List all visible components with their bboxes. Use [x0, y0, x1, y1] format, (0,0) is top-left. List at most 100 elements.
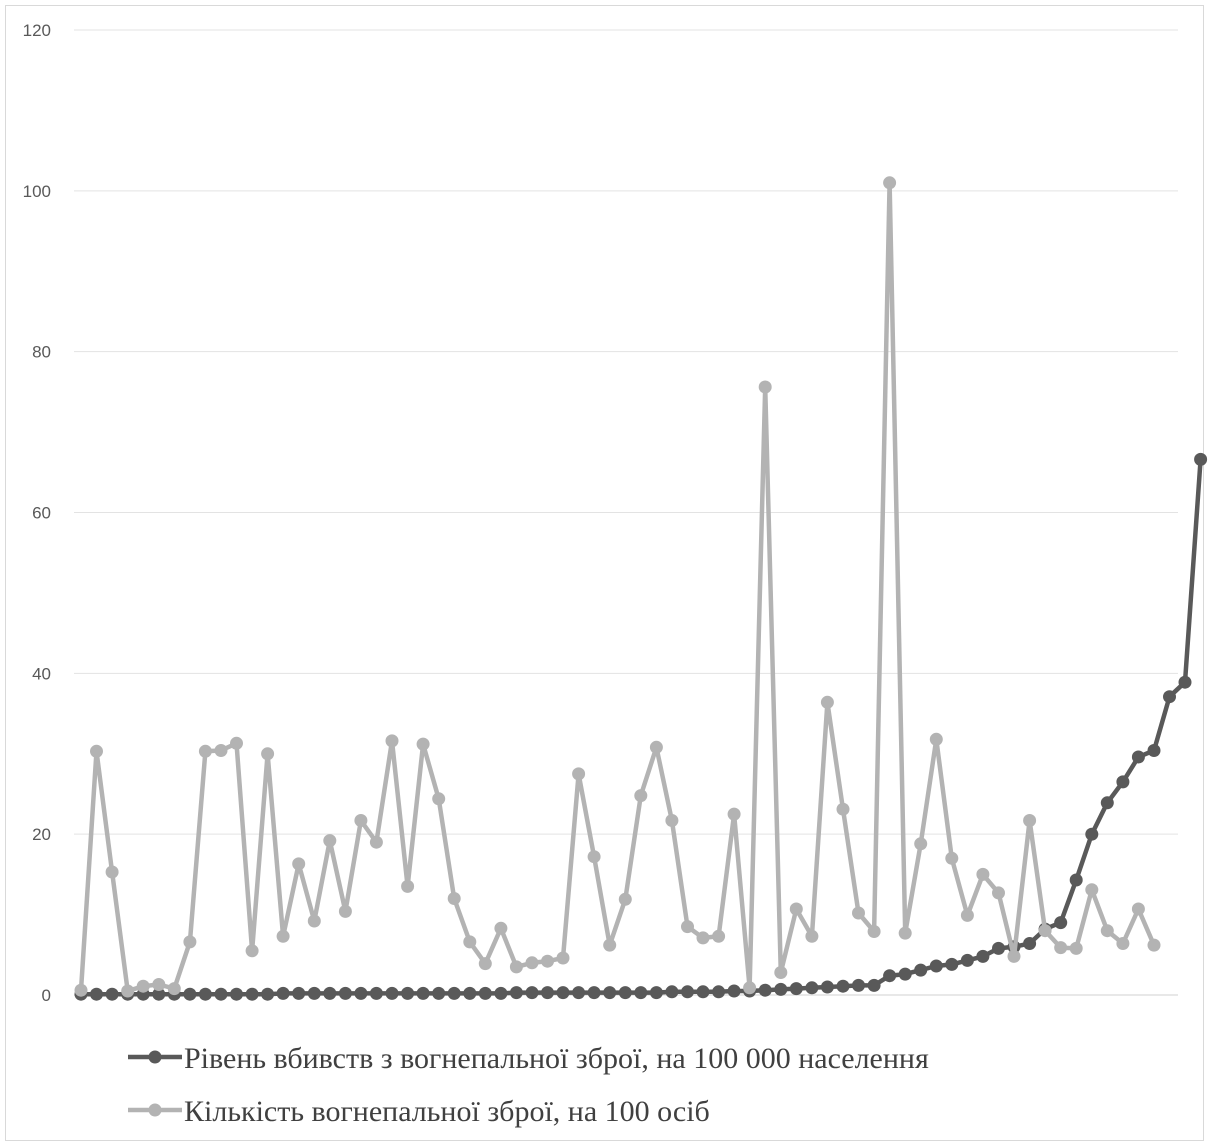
- data-point: [836, 979, 850, 993]
- data-point: [789, 982, 803, 996]
- data-point: [1085, 827, 1099, 841]
- data-point: [820, 695, 834, 709]
- data-point: [976, 867, 990, 881]
- data-point: [541, 954, 554, 968]
- data-point: [1116, 937, 1130, 950]
- data-point: [105, 987, 119, 1001]
- data-point: [805, 981, 819, 995]
- data-point: [1069, 873, 1083, 887]
- data-point: [727, 807, 741, 821]
- data-point: [338, 986, 352, 1000]
- data-point: [618, 892, 632, 906]
- data-point: [183, 987, 197, 1001]
- data-point: [587, 850, 601, 864]
- data-point: [1147, 938, 1161, 952]
- data-point: [960, 908, 974, 922]
- data-point: [214, 744, 228, 757]
- data-point: [789, 902, 803, 916]
- data-point: [432, 792, 446, 806]
- data-point: [805, 929, 819, 943]
- data-point: [883, 969, 897, 983]
- data-point: [743, 981, 757, 995]
- data-point: [230, 736, 243, 750]
- chart-frame: [5, 5, 1204, 1141]
- data-point: [369, 835, 383, 849]
- series-1: [74, 452, 1208, 1001]
- data-point: [1085, 883, 1099, 897]
- data-point: [1163, 690, 1176, 704]
- data-point: [572, 986, 586, 1000]
- series-line: [78, 180, 1157, 994]
- data-point: [307, 914, 321, 928]
- data-point: [525, 986, 539, 1000]
- data-point: [556, 986, 570, 1000]
- data-point: [121, 984, 135, 998]
- series-2: [74, 176, 1161, 998]
- data-point: [572, 767, 586, 781]
- data-point: [401, 879, 415, 893]
- data-point: [696, 985, 710, 999]
- data-point: [1131, 902, 1145, 916]
- data-point: [276, 986, 290, 1000]
- data-point: [649, 986, 663, 1000]
- data-point: [167, 982, 181, 996]
- data-point: [992, 941, 1005, 955]
- data-point: [354, 986, 368, 1000]
- data-point: [976, 949, 990, 963]
- data-point: [712, 985, 726, 999]
- data-point: [509, 960, 523, 974]
- data-point: [774, 982, 788, 996]
- data-point: [1023, 937, 1037, 950]
- data-point: [914, 963, 928, 977]
- data-point: [929, 959, 943, 973]
- data-point: [323, 834, 337, 848]
- data-point: [494, 986, 508, 1000]
- data-point: [665, 814, 679, 827]
- data-point: [230, 987, 243, 1001]
- data-point: [90, 744, 103, 758]
- data-point: [852, 978, 865, 992]
- data-point: [198, 987, 212, 1001]
- data-point: [1100, 924, 1114, 938]
- data-point: [463, 986, 477, 1000]
- data-point: [323, 986, 337, 1000]
- data-point: [261, 747, 275, 761]
- data-point: [292, 857, 306, 871]
- legend-label: Кількість вогнепальної зброї, на 100 осі…: [184, 1095, 710, 1128]
- data-point: [152, 978, 166, 991]
- data-point: [261, 987, 275, 1001]
- data-point: [90, 987, 103, 1001]
- legend-label: Рівень вбивств з вогнепальної зброї, на …: [184, 1042, 929, 1075]
- data-point: [649, 740, 663, 754]
- data-point: [509, 986, 523, 1000]
- data-point: [681, 985, 694, 999]
- data-point: [276, 929, 290, 943]
- data-point: [836, 802, 850, 816]
- data-point: [354, 814, 368, 827]
- y-tick-label: 60: [32, 504, 51, 523]
- data-point: [525, 956, 539, 970]
- data-point: [992, 886, 1005, 900]
- gridlines: [74, 29, 1178, 996]
- data-point: [1069, 941, 1083, 955]
- data-point: [1131, 750, 1145, 764]
- data-point: [1038, 924, 1052, 938]
- data-point: [634, 986, 648, 1000]
- data-point: [447, 986, 461, 1000]
- data-point: [385, 734, 399, 748]
- legend-marker: [148, 1050, 162, 1064]
- legend: Рівень вбивств з вогнепальної зброї, на …: [128, 1042, 929, 1128]
- data-point: [960, 953, 974, 967]
- data-point: [1178, 675, 1192, 689]
- data-point: [369, 986, 383, 1000]
- data-point: [712, 929, 726, 943]
- data-point: [929, 732, 943, 746]
- data-point: [696, 931, 710, 945]
- legend-item-1: Рівень вбивств з вогнепальної зброї, на …: [128, 1042, 929, 1075]
- data-point: [494, 921, 508, 935]
- data-point: [338, 904, 352, 918]
- data-point: [198, 744, 212, 758]
- data-point: [1116, 775, 1130, 789]
- data-point: [307, 986, 321, 1000]
- data-point: [478, 957, 492, 971]
